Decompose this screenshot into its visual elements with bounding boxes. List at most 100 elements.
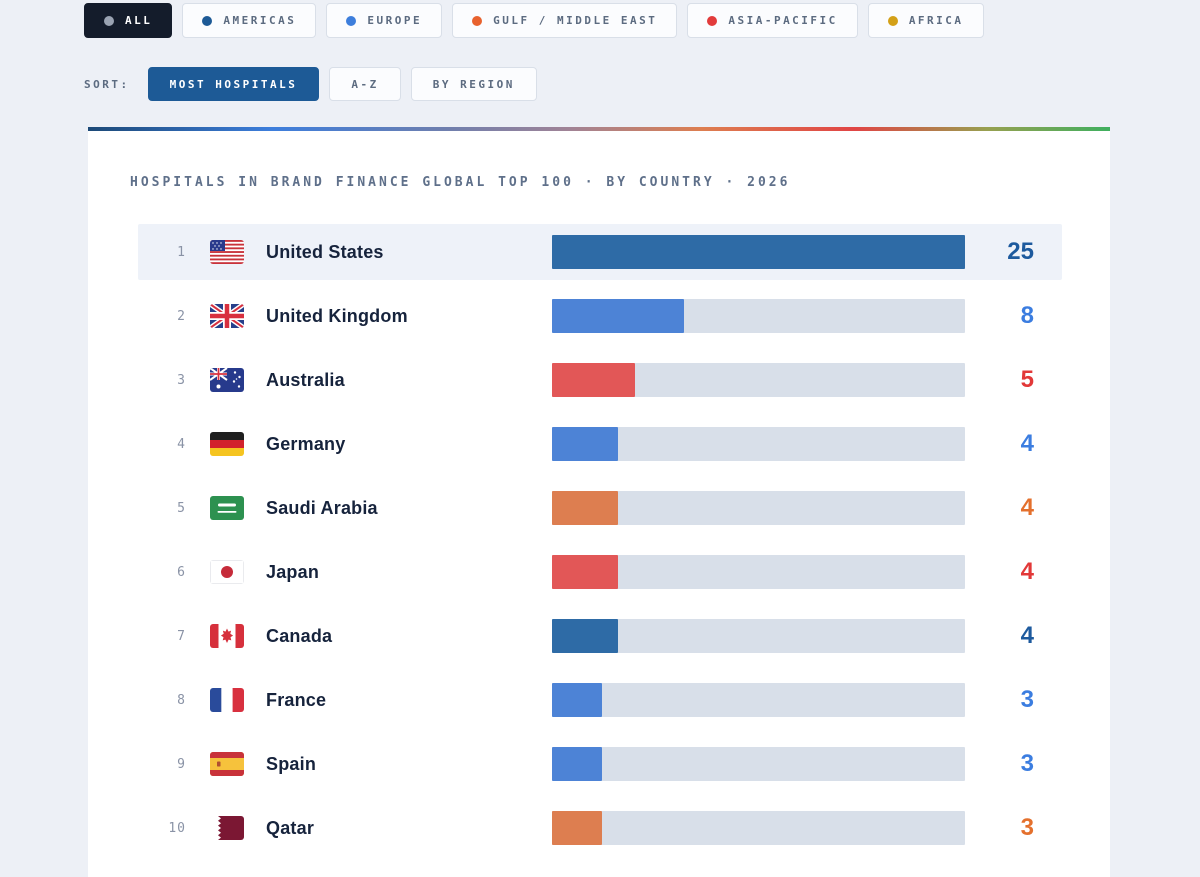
country-flag-icon (210, 752, 244, 776)
bar-fill (552, 363, 635, 397)
sort-bar: SORT: MOST HOSPITALS A-Z BY REGION (84, 67, 537, 101)
bar-fill (552, 299, 685, 333)
region-color-dot (104, 15, 114, 26)
region-filter-bar: ALL AMERICAS EUROPE GULF / MIDDLE EAST A… (84, 3, 984, 38)
sort-options: MOST HOSPITALS A-Z BY REGION (147, 67, 537, 101)
country-name: Japan (266, 561, 320, 582)
sort-option-label: BY REGION (432, 77, 515, 91)
bar-fill (552, 683, 602, 717)
country-flag-icon (210, 688, 244, 712)
country-flag-icon (210, 368, 244, 392)
sort-option-button[interactable]: A-Z (329, 67, 401, 101)
hospital-count: 3 (1020, 686, 1034, 713)
country-name: France (266, 689, 327, 710)
country-name: United States (266, 241, 384, 262)
country-row: 4 Germany 4 (138, 416, 1062, 472)
rank-number: 2 (177, 308, 186, 324)
sort-option-label: A-Z (351, 77, 379, 91)
hospital-count: 25 (1007, 238, 1034, 265)
bar-fill (552, 427, 619, 461)
rank-number: 8 (177, 692, 186, 708)
country-flag-icon (210, 432, 244, 456)
bar-track (552, 555, 965, 589)
bar-track (552, 683, 965, 717)
region-color-dot (887, 15, 898, 26)
country-row: 8 France 3 (138, 672, 1062, 728)
country-name: Australia (266, 369, 345, 390)
rank-number: 4 (177, 436, 186, 452)
gradient-accent-bar (88, 127, 1110, 131)
country-name: Germany (266, 433, 346, 454)
sort-option-button[interactable]: MOST HOSPITALS (147, 67, 320, 101)
bar-track (552, 427, 965, 461)
region-filter-chip[interactable]: AMERICAS (182, 3, 317, 38)
bar-track (552, 747, 965, 781)
country-name: Spain (266, 753, 317, 774)
country-flag-icon (210, 304, 244, 328)
sort-option-label: MOST HOSPITALS (169, 77, 298, 91)
country-row: 9 Spain 3 (138, 736, 1062, 792)
bar-track (552, 235, 965, 269)
hospital-count: 8 (1020, 302, 1034, 329)
bar-fill (552, 235, 965, 269)
country-bar-list: 1 United States 25 2 United Kingdom 8 3 … (88, 224, 1110, 856)
rank-number: 7 (177, 628, 186, 644)
region-filter-chip[interactable]: AFRICA (867, 3, 984, 38)
country-name: United Kingdom (266, 305, 408, 326)
bar-fill (552, 619, 619, 653)
chart-title: HOSPITALS IN BRAND FINANCE GLOBAL TOP 10… (130, 175, 791, 190)
country-name: Saudi Arabia (266, 497, 378, 518)
country-row: 5 Saudi Arabia 4 (138, 480, 1062, 536)
sort-label: SORT: (84, 77, 130, 91)
country-name: Canada (266, 625, 333, 646)
hospital-count: 3 (1020, 750, 1034, 777)
bar-track (552, 491, 965, 525)
hospital-count: 4 (1020, 558, 1034, 585)
bar-fill (552, 491, 619, 525)
bar-track (552, 811, 965, 845)
region-filter-label: ASIA-PACIFIC (728, 14, 838, 27)
region-filter-label: GULF / MIDDLE EAST (493, 14, 658, 27)
region-filter-label: AFRICA (908, 14, 964, 27)
rank-number: 3 (177, 372, 186, 388)
country-flag-icon (210, 816, 244, 840)
hospital-count: 5 (1020, 366, 1034, 393)
region-filter-chip[interactable]: ALL (84, 3, 173, 38)
country-flag-icon (210, 240, 244, 264)
rank-number: 9 (177, 756, 186, 772)
rank-number: 1 (177, 244, 186, 260)
bar-track (552, 619, 965, 653)
region-filter-label: ALL (125, 14, 153, 27)
region-filter-label: AMERICAS (223, 14, 297, 27)
hospital-count: 3 (1020, 814, 1034, 841)
region-color-dot (707, 15, 718, 26)
rank-number: 10 (168, 820, 186, 836)
rank-number: 5 (177, 500, 186, 516)
bar-track (552, 299, 965, 333)
sort-option-button[interactable]: BY REGION (410, 67, 537, 101)
bar-fill (552, 811, 602, 845)
chart-card: HOSPITALS IN BRAND FINANCE GLOBAL TOP 10… (88, 127, 1110, 877)
region-filter-chip[interactable]: GULF / MIDDLE EAST (452, 3, 678, 38)
country-flag-icon (210, 560, 244, 584)
country-row: 3 Australia 5 (138, 352, 1062, 408)
rank-number: 6 (177, 564, 186, 580)
bar-track (552, 363, 965, 397)
region-filter-chip[interactable]: ASIA-PACIFIC (687, 3, 858, 38)
country-row: 6 Japan 4 (138, 544, 1062, 600)
hospital-count: 4 (1020, 622, 1034, 649)
hospital-count: 4 (1020, 494, 1034, 521)
country-row: 7 Canada 4 (138, 608, 1062, 664)
country-row: 1 United States 25 (138, 224, 1062, 280)
country-row: 10 Qatar 3 (138, 800, 1062, 856)
region-color-dot (346, 15, 357, 26)
region-filter-label: EUROPE (367, 14, 423, 27)
bar-fill (552, 747, 602, 781)
country-row: 2 United Kingdom 8 (138, 288, 1062, 344)
region-filter-chip[interactable]: EUROPE (326, 3, 443, 38)
country-flag-icon (210, 624, 244, 648)
region-color-dot (472, 15, 483, 26)
bar-fill (552, 555, 619, 589)
country-flag-icon (210, 496, 244, 520)
hospital-count: 4 (1020, 430, 1034, 457)
